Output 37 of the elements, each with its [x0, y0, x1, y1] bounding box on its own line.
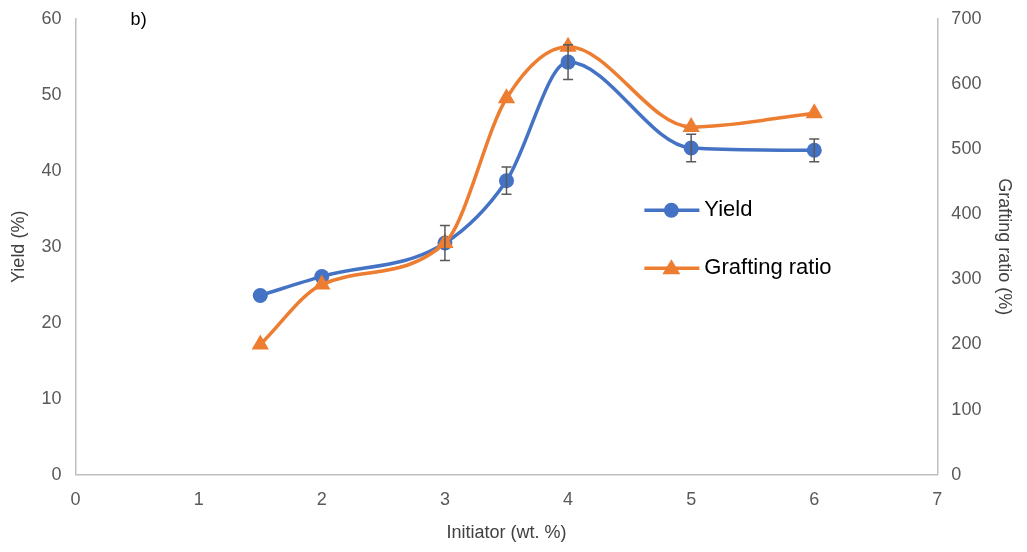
x-tick-label: 0: [70, 488, 81, 509]
point: [252, 287, 268, 303]
y-tick-label: 50: [41, 83, 62, 104]
annotation: b): [130, 8, 147, 29]
x-tick-label: 7: [932, 488, 943, 509]
point: [313, 274, 331, 290]
point: [497, 88, 516, 104]
point: [682, 116, 700, 132]
x-tick-label: 4: [563, 488, 574, 509]
y-tick-label: 0: [51, 463, 62, 484]
y2-tick-label: 300: [951, 268, 982, 289]
y2-tick-label: 500: [951, 138, 982, 159]
y-axis-title: Yield (%): [7, 210, 28, 283]
x-tick-label: 5: [686, 488, 697, 509]
x-tick-label: 1: [193, 488, 204, 509]
y-tick-label: 60: [41, 7, 62, 28]
y2-tick-label: 100: [951, 398, 982, 419]
y2-tick-label: 700: [951, 7, 982, 28]
y-tick-label: 10: [41, 387, 62, 408]
point: [805, 103, 823, 119]
x-axis-title: Initiator (wt. %): [446, 522, 567, 543]
y-tick-label: 30: [41, 235, 62, 256]
x-tick-label: 2: [316, 488, 327, 509]
x-tick-label: 3: [439, 488, 450, 509]
legend-label: Yield: [704, 196, 753, 222]
point: [251, 334, 269, 350]
y2-tick-label: 0: [951, 463, 962, 484]
y2-tick-label: 600: [951, 72, 982, 93]
point: [499, 173, 514, 189]
x-tick-label: 6: [809, 488, 820, 509]
legend-label: Grafting ratio: [704, 254, 832, 280]
y2-tick-label: 200: [951, 333, 982, 354]
y2-axis-title: Grafting ratio (%): [995, 178, 1016, 316]
y-tick-label: 40: [41, 159, 62, 180]
point: [806, 142, 822, 158]
y2-tick-label: 400: [951, 203, 982, 224]
y-tick-label: 20: [41, 311, 62, 332]
